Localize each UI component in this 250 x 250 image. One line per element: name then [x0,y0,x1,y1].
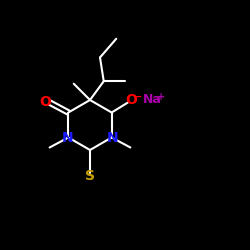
Text: N: N [61,131,73,145]
Text: S: S [85,168,95,182]
Text: −: − [133,92,142,102]
Text: O: O [125,94,137,108]
Text: +: + [157,92,165,102]
Text: Na: Na [143,94,162,106]
Text: N: N [107,131,119,145]
Text: O: O [39,95,51,109]
